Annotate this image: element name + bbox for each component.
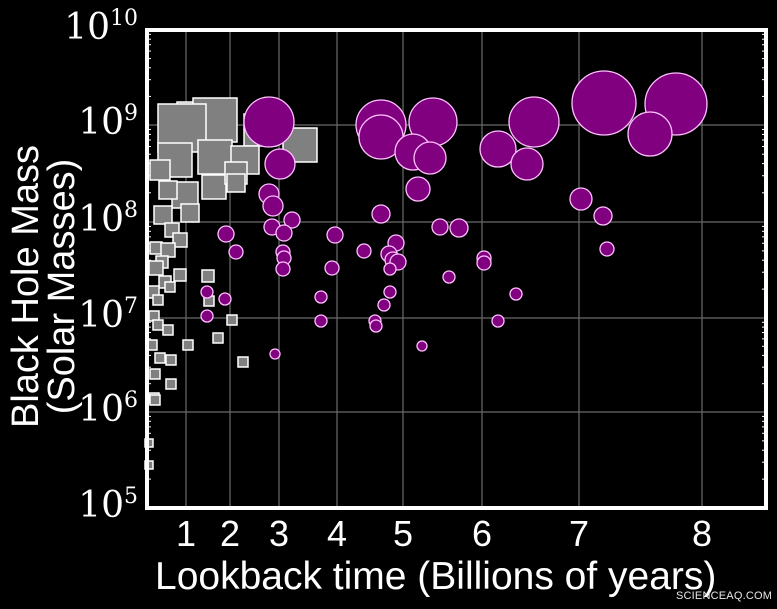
y-axis-title-line2: (Solar Masses) [41, 158, 83, 415]
circle-marker [476, 255, 492, 271]
square-marker [173, 268, 187, 282]
circle-marker [269, 348, 281, 360]
circle-marker [479, 130, 517, 168]
square-marker [149, 368, 161, 380]
circle-marker [627, 111, 673, 157]
square-marker [237, 356, 249, 368]
circle-marker [283, 211, 301, 229]
square-marker [153, 205, 173, 225]
circle-marker [228, 244, 244, 260]
circle-marker [371, 204, 391, 224]
y-axis-title-line1: Black Hole Mass [5, 145, 47, 428]
circle-marker [217, 225, 235, 243]
y-tick-label: 105 [78, 484, 138, 526]
circle-marker [264, 148, 296, 180]
y-tick-label: 109 [78, 101, 138, 143]
circle-marker [449, 218, 469, 238]
square-marker [154, 352, 166, 364]
circle-marker [509, 287, 523, 301]
square-marker [165, 354, 177, 366]
x-tick-label: 4 [326, 513, 348, 554]
square-marker [201, 269, 215, 283]
y-axis-title: Black Hole Mass (Solar Masses) [5, 145, 83, 428]
x-tick-label: 5 [392, 513, 414, 554]
circle-marker [569, 187, 593, 211]
circle-marker [416, 340, 428, 352]
y-tick-label: 107 [78, 294, 138, 336]
circle-marker [442, 270, 456, 284]
circle-marker [275, 224, 293, 242]
circle-marker [324, 260, 340, 276]
circle-marker [571, 70, 637, 136]
square-marker [180, 203, 200, 223]
square-marker [172, 232, 188, 248]
circle-marker [599, 241, 615, 257]
square-marker [149, 394, 161, 406]
circle-marker [200, 309, 214, 323]
circle-marker [314, 290, 328, 304]
square-marker [149, 241, 163, 255]
x-tick-label: 6 [471, 513, 493, 554]
square-marker [162, 324, 174, 336]
square-marker [158, 180, 178, 200]
circle-marker [200, 285, 214, 299]
circle-marker [356, 243, 372, 259]
square-marker [149, 159, 171, 181]
circle-marker [593, 206, 613, 226]
circle-marker [405, 176, 431, 202]
square-marker [160, 242, 176, 258]
circle-marker [377, 298, 391, 312]
plot-frame [145, 28, 768, 510]
circle-marker [491, 314, 505, 328]
square-marker [201, 174, 227, 200]
circle-marker [431, 218, 449, 236]
y-tick-label: 108 [78, 198, 138, 240]
square-marker [226, 314, 238, 326]
square-marker [165, 378, 177, 390]
circle-marker [383, 285, 397, 299]
x-tick-label: 3 [268, 513, 290, 554]
x-axis-title: Lookback time (Billions of years) [155, 555, 717, 598]
square-marker [226, 173, 246, 193]
circle-marker [510, 147, 544, 181]
circle-marker [326, 226, 344, 244]
y-tick-label: 1010 [64, 6, 138, 48]
square-marker [152, 319, 164, 331]
y-tick-label: 106 [78, 388, 138, 430]
circle-marker [262, 195, 284, 217]
x-tick-label: 1 [175, 513, 197, 554]
watermark: SCIENCEAQ.COM [676, 590, 773, 602]
square-markers-series [144, 97, 318, 470]
square-marker [148, 260, 164, 276]
square-marker [212, 332, 224, 344]
circle-marker [314, 314, 328, 328]
circle-marker [369, 319, 383, 333]
circle-markers-series [200, 70, 708, 360]
square-marker [182, 339, 194, 351]
circle-marker [218, 292, 232, 306]
circle-marker [243, 96, 295, 148]
square-marker [164, 281, 176, 293]
circle-marker [508, 96, 560, 148]
x-tick-label: 2 [219, 513, 241, 554]
x-tick-label: 7 [568, 513, 590, 554]
circle-marker [383, 262, 397, 276]
x-tick-label: 8 [691, 513, 713, 554]
circle-marker [275, 261, 291, 277]
square-marker [152, 294, 164, 306]
circle-marker [413, 141, 447, 175]
